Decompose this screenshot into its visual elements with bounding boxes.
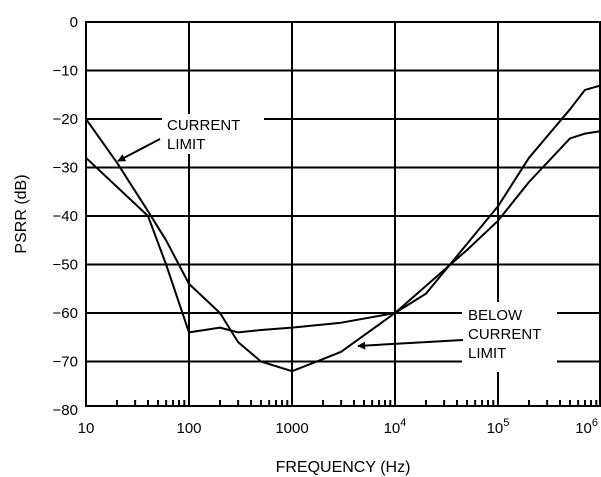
annotation-below-current-limit-line1: BELOW	[468, 307, 523, 324]
annotation-current-limit-line2: LIMIT	[167, 136, 205, 153]
y-tick-label: −40	[53, 208, 78, 225]
series-lines	[85, 84, 601, 373]
annotation-below-current-limit-arrow	[357, 339, 464, 350]
annotation-current-limit-line1: CURRENT	[167, 117, 240, 134]
plot-frame	[85, 21, 601, 407]
x-tick-label: 104	[384, 417, 407, 437]
x-axis-label: FREQUENCY (Hz)	[276, 459, 411, 476]
y-axis-label: PSRR (dB)	[13, 174, 30, 253]
x-tick-label: 106	[575, 417, 598, 437]
x-tick-base: 10	[575, 420, 592, 437]
y-tick-label: −30	[53, 160, 78, 177]
x-tick-exponent: 5	[503, 417, 509, 429]
y-tick-label: −70	[53, 354, 78, 371]
annotation-below-current-limit-line2: CURRENT	[468, 326, 541, 343]
x-tick-base: 10	[384, 420, 401, 437]
series-line-below-current-limit	[85, 84, 601, 373]
y-tick-label: −10	[53, 63, 78, 80]
annotation-current-limit: CURRENT LIMIT	[117, 114, 264, 162]
annotation-below-current-limit-bg	[462, 302, 557, 372]
series-line-current-limit	[85, 130, 601, 334]
x-tick-base: 10	[487, 420, 504, 437]
y-tick-label: −50	[53, 257, 78, 274]
y-tick-label: 0	[70, 14, 78, 31]
y-tick-labels: 0 −10 −20 −30 −40 −50 −60 −70 −80	[53, 14, 78, 419]
annotation-below-current-limit-line3: LIMIT	[468, 345, 506, 362]
x-tick-exponent: 4	[400, 417, 406, 429]
y-tick-label: −80	[53, 402, 78, 419]
y-tick-label: −60	[53, 305, 78, 322]
x-tick-labels: 10 100 1000 104 105 106	[78, 417, 598, 437]
x-tick-label: 10	[78, 420, 95, 437]
annotation-current-limit-bg	[162, 114, 264, 154]
x-tick-label: 105	[487, 417, 510, 437]
x-tick-exponent: 6	[592, 417, 598, 429]
x-tick-label: 100	[176, 420, 201, 437]
annotation-below-current-limit: BELOW CURRENT LIMIT	[357, 302, 557, 372]
x-tick-label: 1000	[275, 420, 308, 437]
annotation-current-limit-arrow	[117, 138, 161, 162]
y-tick-label: −20	[53, 111, 78, 128]
